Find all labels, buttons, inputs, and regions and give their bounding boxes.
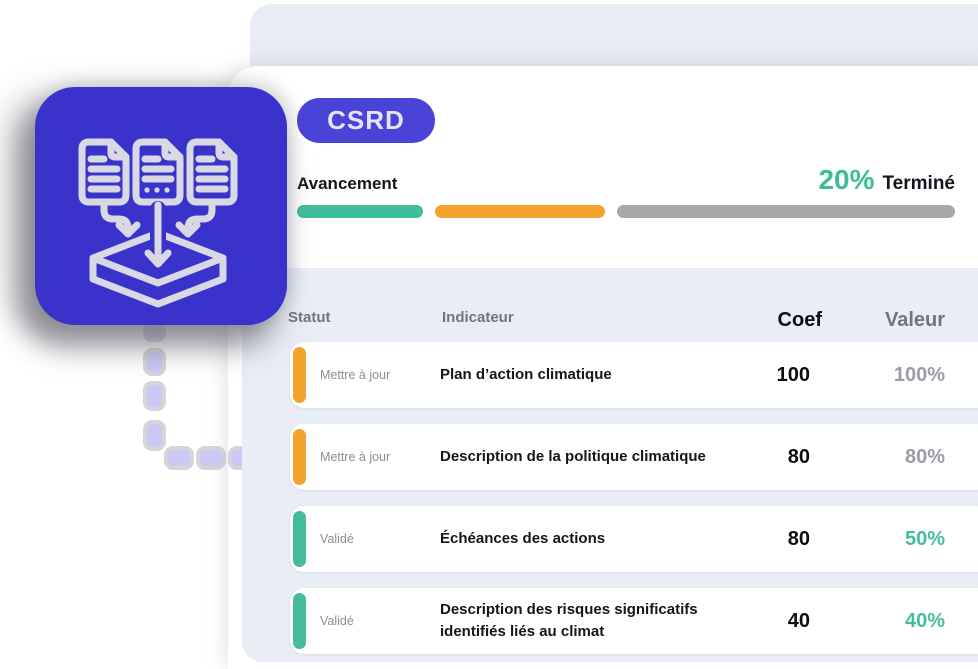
valeur-value: 50% — [904, 527, 945, 550]
connector-dash — [147, 385, 162, 407]
table-row[interactable]: Mettre à jour Plan d’action climatique 1… — [290, 342, 978, 408]
coef-value: 40 — [787, 609, 810, 632]
indicator-name: Description de la politique climatique — [440, 448, 706, 466]
status-label: Validé — [320, 532, 354, 546]
table-row[interactable]: Validé Échéances des actions 80 50% — [290, 506, 978, 572]
progress-status: 20% Terminé — [818, 164, 955, 196]
indicator-rows: Mettre à jour Plan d’action climatique 1… — [290, 342, 978, 654]
coef-value: 80 — [787, 527, 810, 550]
csrd-badge: CSRD — [297, 98, 435, 143]
progress-label: Avancement — [297, 174, 398, 193]
connector-dash — [147, 327, 162, 338]
status-pill — [293, 593, 306, 649]
column-header-statut: Statut — [288, 309, 331, 326]
progress-segment-in-progress — [435, 205, 605, 218]
status-pill — [293, 429, 306, 485]
table-row[interactable]: Mettre à jour Description de la politiqu… — [290, 424, 978, 490]
status-pill — [293, 347, 306, 403]
column-header-valeur: Valeur — [884, 309, 945, 331]
progress-status-word: Terminé — [882, 173, 955, 194]
status-label: Mettre à jour — [320, 450, 391, 464]
column-header-indicateur: Indicateur — [442, 309, 514, 326]
connector-dash — [147, 424, 162, 447]
valeur-value: 80% — [904, 445, 945, 468]
coef-value: 80 — [787, 445, 810, 468]
connector-dash — [200, 450, 222, 466]
status-label: Validé — [320, 614, 354, 628]
indicators-panel: Statut Indicateur Coef Valeur Mettre à j… — [242, 268, 978, 662]
progress-segment-done — [297, 205, 423, 218]
indicator-name: Description des risques significatifs id… — [440, 601, 698, 640]
top-strip — [250, 4, 978, 66]
feature-icon-tile — [35, 87, 287, 325]
progress-segment-remaining — [617, 205, 955, 218]
status-pill — [293, 511, 306, 567]
connector-dash — [168, 450, 190, 466]
progress-percent: 20% — [818, 164, 875, 195]
indicator-name: Échéances des actions — [440, 530, 606, 548]
status-label: Mettre à jour — [320, 368, 391, 382]
coef-value: 100 — [776, 363, 810, 386]
csrd-badge-label: CSRD — [327, 105, 405, 135]
table-row[interactable]: Validé Description des risques significa… — [290, 588, 978, 654]
valeur-value: 40% — [904, 609, 945, 632]
indicator-name: Plan d’action climatique — [440, 366, 612, 384]
column-header-coef: Coef — [777, 309, 822, 331]
valeur-value: 100% — [893, 363, 945, 386]
documents-merge-icon — [78, 138, 238, 308]
connector-dash — [147, 352, 162, 372]
progress-bar — [297, 205, 955, 218]
progress-header: Avancement 20% Terminé — [297, 164, 955, 196]
